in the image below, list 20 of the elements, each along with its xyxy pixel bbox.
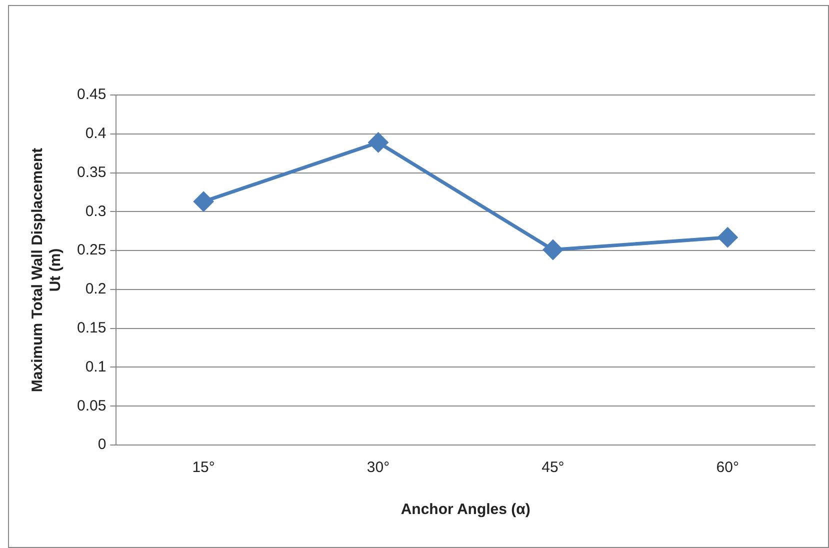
x-tick-label: 45°	[542, 459, 564, 476]
x-tick-label: 30°	[366, 459, 390, 476]
y-tick-label: 0.1	[85, 358, 106, 376]
y-tick-label: 0.35	[76, 164, 106, 181]
x-axis-title: Anchor Angles (α)	[400, 501, 530, 518]
point	[368, 132, 388, 152]
point	[543, 240, 563, 260]
point	[718, 228, 738, 248]
y-tick-label: 0	[98, 436, 106, 454]
y-tick-label: 0.15	[76, 319, 106, 336]
x-tick-label: 15°	[192, 459, 215, 476]
y-tick-label: 0.4	[85, 125, 106, 142]
point	[194, 192, 214, 212]
y-tick-label: 0.25	[76, 242, 106, 259]
x-tick-label: 60°	[716, 459, 739, 476]
y-tick-label: 0.3	[85, 202, 106, 220]
y-tick-label: 0.05	[76, 397, 106, 414]
y-axis-title: Maximum Total Wall Displacement Ut (m)	[29, 148, 64, 392]
y-tick-label: 0.45	[76, 86, 106, 104]
y-tick-label: 0.2	[85, 280, 106, 298]
